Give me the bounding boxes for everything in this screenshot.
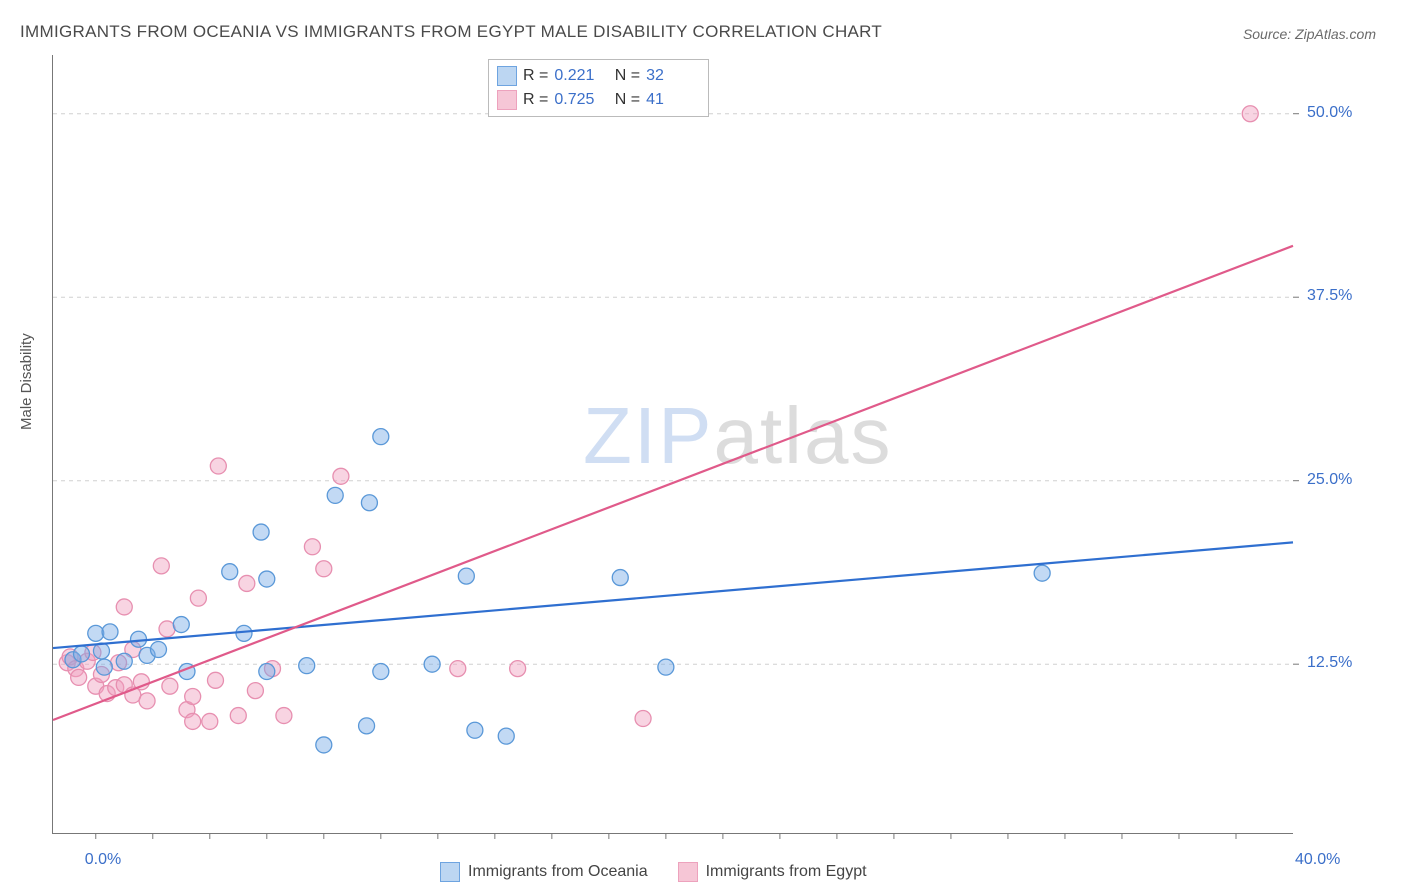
stats-n-value-0: 32 xyxy=(646,64,696,88)
y-tick-label-0: 12.5% xyxy=(1307,654,1352,672)
swatch-series-0 xyxy=(497,66,517,86)
stats-n-value-1: 41 xyxy=(646,88,696,112)
chart-title: IMMIGRANTS FROM OCEANIA VS IMMIGRANTS FR… xyxy=(20,22,882,42)
source-attribution: Source: ZipAtlas.com xyxy=(1243,26,1376,42)
legend-swatch-0 xyxy=(440,862,460,882)
x-tick-label-0: 0.0% xyxy=(85,851,121,869)
y-axis-label: Male Disability xyxy=(18,333,35,430)
stats-r-value-1: 0.725 xyxy=(554,88,604,112)
stats-n-label: N = xyxy=(610,88,640,112)
legend-item-1: Immigrants from Egypt xyxy=(678,862,867,882)
stats-n-label: N = xyxy=(610,64,640,88)
stats-r-value-0: 0.221 xyxy=(554,64,604,88)
y-tick-label-1: 25.0% xyxy=(1307,471,1352,489)
plot-area: ZIPatlas R = 0.221 N = 32 R = 0.725 N = … xyxy=(52,55,1293,834)
stats-r-label: R = xyxy=(523,88,548,112)
legend-swatch-1 xyxy=(678,862,698,882)
stats-row-series-0: R = 0.221 N = 32 xyxy=(497,64,696,88)
stats-box: R = 0.221 N = 32 R = 0.725 N = 41 xyxy=(488,59,709,117)
legend-item-0: Immigrants from Oceania xyxy=(440,862,648,882)
stats-row-series-1: R = 0.725 N = 41 xyxy=(497,88,696,112)
bottom-legend: Immigrants from Oceania Immigrants from … xyxy=(440,862,867,882)
swatch-series-1 xyxy=(497,90,517,110)
y-tick-label-3: 50.0% xyxy=(1307,104,1352,122)
x-tick-label-1: 40.0% xyxy=(1295,851,1340,869)
legend-label-0: Immigrants from Oceania xyxy=(468,863,648,881)
legend-label-1: Immigrants from Egypt xyxy=(706,863,867,881)
stats-r-label: R = xyxy=(523,64,548,88)
chart-svg xyxy=(53,55,1293,833)
y-tick-label-2: 37.5% xyxy=(1307,287,1352,305)
